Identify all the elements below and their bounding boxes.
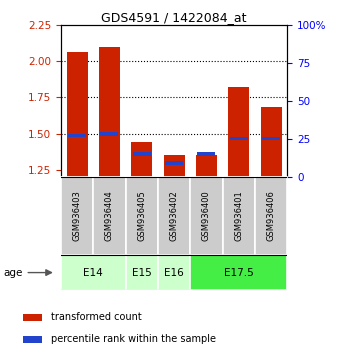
Bar (100, 132, 118, 136)
Bar (93, 177, 125, 255)
Text: E15: E15 (132, 268, 152, 278)
Bar (68, 134, 86, 137)
Bar (223, 177, 255, 255)
Bar (133, 152, 151, 156)
Bar (158, 255, 190, 290)
Text: GSM936400: GSM936400 (202, 190, 211, 241)
Bar (255, 177, 287, 255)
Bar (23, 336, 42, 343)
Bar (230, 137, 248, 141)
Bar (67, 52, 88, 177)
Text: GSM936403: GSM936403 (73, 190, 81, 241)
Text: transformed count: transformed count (51, 312, 142, 322)
Text: E17.5: E17.5 (224, 268, 254, 278)
Bar (261, 107, 282, 177)
Text: GSM936402: GSM936402 (170, 190, 178, 241)
Text: E14: E14 (83, 268, 103, 278)
Bar (190, 255, 287, 290)
Bar (228, 87, 249, 177)
Bar (61, 255, 125, 290)
Title: GDS4591 / 1422084_at: GDS4591 / 1422084_at (101, 11, 247, 24)
Text: GSM936406: GSM936406 (267, 190, 275, 241)
Bar (164, 155, 185, 177)
Text: GSM936401: GSM936401 (234, 190, 243, 241)
Bar (23, 314, 42, 321)
Bar (262, 137, 280, 141)
Bar (99, 46, 120, 177)
Text: GSM936404: GSM936404 (105, 190, 114, 241)
Text: percentile rank within the sample: percentile rank within the sample (51, 334, 216, 344)
Bar (131, 142, 152, 177)
Bar (125, 255, 158, 290)
Text: age: age (3, 268, 23, 278)
Text: GSM936405: GSM936405 (137, 190, 146, 241)
Bar (125, 177, 158, 255)
Bar (165, 161, 183, 165)
Bar (61, 177, 93, 255)
Bar (196, 155, 217, 177)
Text: E16: E16 (164, 268, 184, 278)
Bar (158, 177, 190, 255)
Bar (190, 177, 223, 255)
Bar (197, 152, 215, 156)
